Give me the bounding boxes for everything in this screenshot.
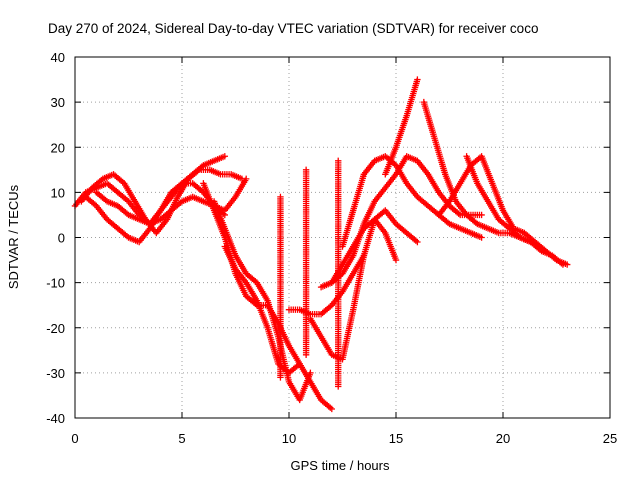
series-arc-14 — [328, 216, 400, 286]
series-arc-9 — [302, 166, 310, 359]
x-axis-title: GPS time / hours — [291, 458, 390, 473]
data-point-marker — [277, 374, 284, 381]
x-tick-label: 20 — [496, 431, 510, 446]
data-series — [71, 76, 571, 413]
series-arc-19 — [463, 153, 567, 268]
x-tick-label: 15 — [389, 431, 403, 446]
axis-ticks: 0 5 10 15 20 25 -40 -30 -20 -10 0 10 20 30 40 — [46, 50, 617, 446]
x-tick-label: 0 — [71, 431, 78, 446]
y-tick-label: 30 — [51, 95, 65, 110]
data-point-marker — [328, 405, 335, 413]
series-arc-16 — [382, 76, 421, 178]
y-tick-label: -30 — [46, 366, 65, 381]
series-arc-18 — [435, 153, 571, 268]
y-tick-label: 10 — [51, 185, 65, 200]
x-tick-label: 10 — [282, 431, 296, 446]
data-point-marker — [296, 360, 303, 368]
data-point-marker — [414, 76, 421, 83]
chart-title: Day 270 of 2024, Sidereal Day-to-day VTE… — [48, 21, 538, 36]
y-axis-title: SDTVAR / TECUs — [6, 184, 21, 289]
data-point-marker — [414, 238, 421, 246]
series-arc-15 — [339, 153, 485, 250]
y-tick-label: -10 — [46, 276, 65, 291]
data-point-marker — [478, 234, 485, 241]
series-arc-8 — [277, 193, 284, 381]
data-point-marker — [243, 175, 250, 183]
x-tick-label: 25 — [603, 431, 617, 446]
series-arc-12 — [307, 207, 421, 363]
data-point-marker — [392, 256, 400, 264]
data-point-marker — [302, 351, 310, 359]
y-tick-label: 40 — [51, 50, 65, 65]
data-point-marker — [559, 261, 567, 268]
data-point-marker — [221, 153, 228, 160]
data-point-marker — [478, 211, 485, 219]
grid-lines — [75, 57, 610, 418]
y-tick-label: -40 — [46, 411, 65, 426]
data-point-marker — [307, 369, 314, 377]
series-arc-4 — [93, 175, 250, 228]
x-tick-label: 5 — [178, 431, 185, 446]
series-arc-17 — [420, 98, 535, 246]
data-point-marker — [335, 383, 342, 390]
y-tick-label: -20 — [46, 321, 65, 336]
y-tick-label: 20 — [51, 140, 65, 155]
y-tick-label: 0 — [58, 231, 65, 246]
series-arc-6 — [210, 198, 314, 404]
